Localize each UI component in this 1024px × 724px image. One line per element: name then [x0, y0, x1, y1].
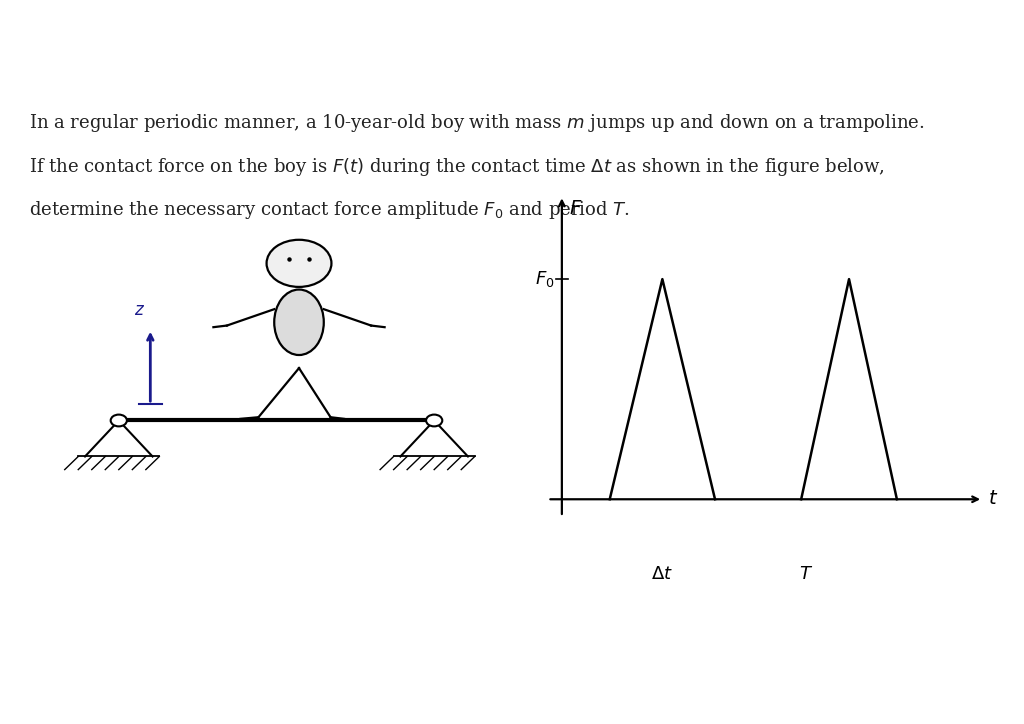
- Text: In a regular periodic manner, a 10-year-old boy with mass $m$ jumps up and down : In a regular periodic manner, a 10-year-…: [29, 112, 925, 134]
- Text: If the contact force on the boy is $F(t)$ during the contact time $\Delta t$ as : If the contact force on the boy is $F(t)…: [29, 156, 885, 177]
- Text: $\Delta t$: $\Delta t$: [651, 565, 674, 584]
- Text: $t$: $t$: [988, 490, 998, 508]
- Circle shape: [111, 415, 127, 426]
- Text: $T$: $T$: [799, 565, 813, 584]
- Circle shape: [266, 240, 332, 287]
- Text: $F$: $F$: [569, 200, 583, 218]
- Ellipse shape: [274, 290, 324, 355]
- Circle shape: [426, 415, 442, 426]
- Text: $F_0$: $F_0$: [536, 269, 555, 289]
- Text: $z$: $z$: [133, 302, 144, 319]
- Text: determine the necessary contact force amplitude $F_0$ and period $T$.: determine the necessary contact force am…: [29, 199, 630, 221]
